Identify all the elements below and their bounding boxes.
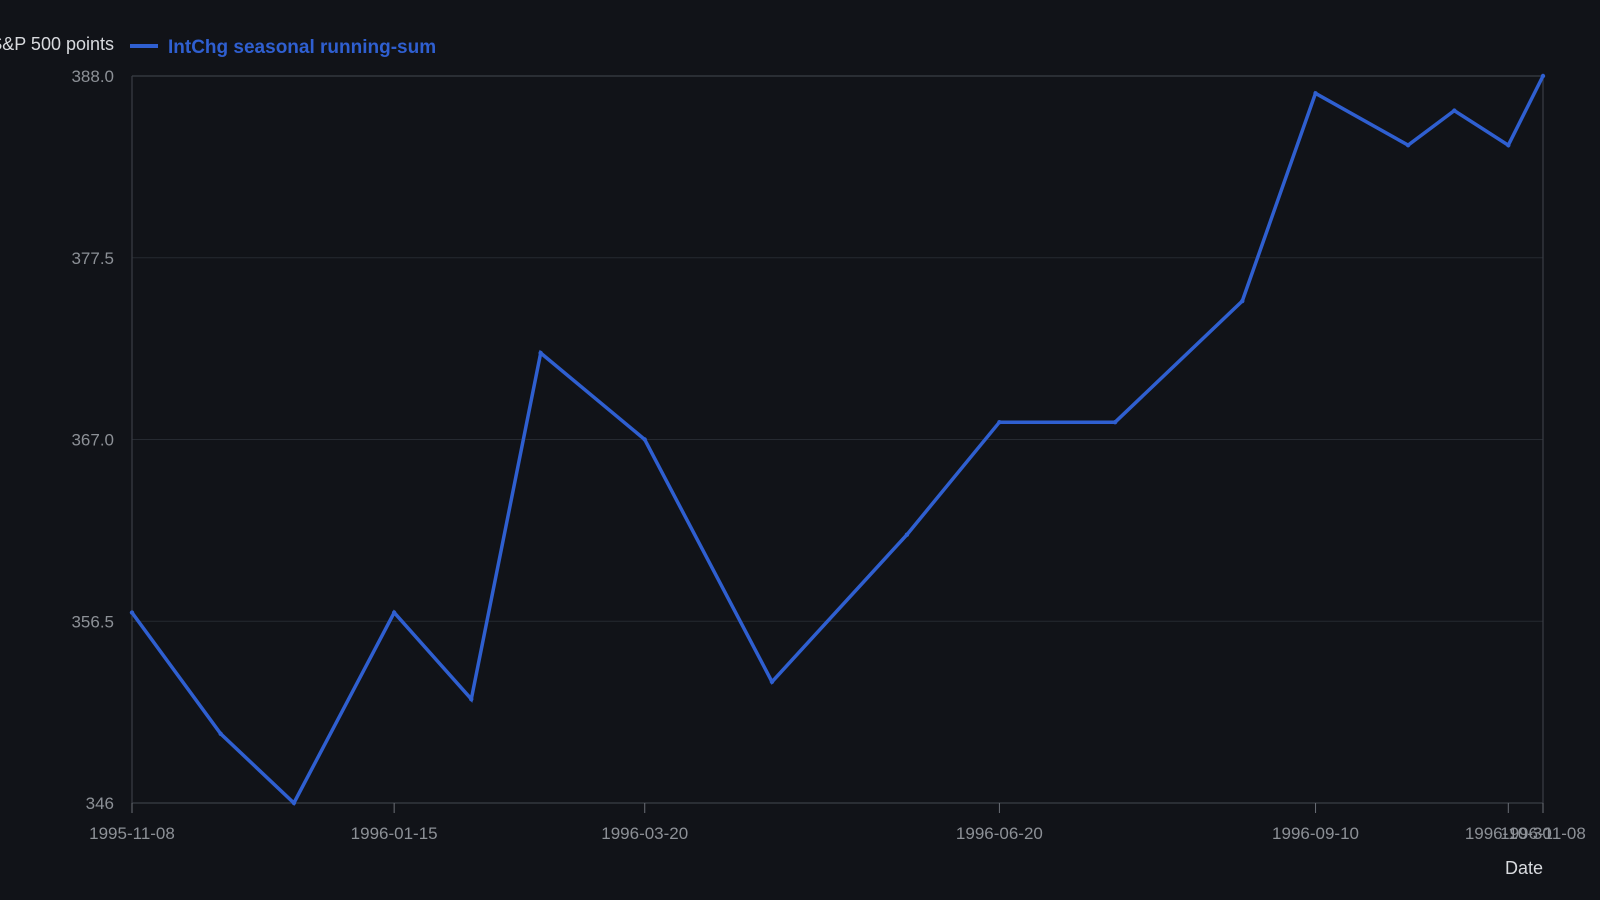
data-point[interactable]: [469, 696, 474, 702]
grid-layer: [132, 75, 1543, 804]
data-point[interactable]: [218, 731, 223, 736]
x-tick-label: 1996-11-08: [1500, 824, 1586, 843]
y-tick-label: 388.0: [71, 67, 114, 86]
data-point[interactable]: [1313, 91, 1318, 96]
data-point[interactable]: [997, 419, 1002, 425]
data-point[interactable]: [1240, 298, 1245, 304]
x-tick-label: 1995-11-08: [89, 824, 175, 843]
data-point[interactable]: [642, 437, 647, 442]
y-tick-label: 356.5: [71, 612, 114, 631]
data-point[interactable]: [1452, 108, 1457, 113]
data-point[interactable]: [391, 610, 397, 615]
data-point[interactable]: [129, 610, 135, 615]
y-tick-label: 367.0: [71, 431, 114, 450]
data-point[interactable]: [538, 350, 543, 356]
axes-layer: 346 356.5 367.0 377.5 388.0 1995-11-08 1996-01…: [71, 67, 1585, 843]
labels-layer: S&P 500 points Date: [0, 34, 1543, 878]
data-point[interactable]: [769, 679, 775, 685]
data-point[interactable]: [1540, 73, 1546, 79]
y-axis-title: S&P 500 points: [0, 34, 114, 54]
x-tick-label: 1996-10-30: [1465, 824, 1552, 843]
x-axis-title: Date: [1505, 858, 1543, 878]
y-tick-label: 377.5: [71, 249, 114, 268]
data-point[interactable]: [1506, 143, 1511, 148]
y-tick-label: 346: [86, 794, 114, 813]
x-tick-label: 1996-09-10: [1272, 824, 1359, 843]
data-point[interactable]: [904, 532, 910, 537]
data-point[interactable]: [1405, 143, 1411, 148]
legend-label: IntChg seasonal running-sum: [168, 37, 436, 58]
x-tick-label: 1996-01-15: [351, 824, 438, 843]
x-tick-label: 1996-06-20: [956, 824, 1043, 843]
data-point[interactable]: [291, 800, 297, 806]
data-point[interactable]: [1112, 419, 1118, 425]
x-tick-label: 1996-03-20: [601, 824, 688, 843]
legend[interactable]: IntChg seasonal running-sum: [130, 37, 436, 58]
series-layer: [129, 73, 1546, 806]
